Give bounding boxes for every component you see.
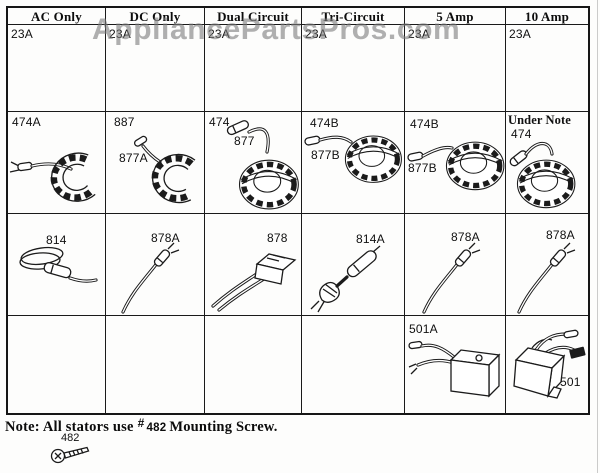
stator-arc-drawing — [9, 136, 105, 212]
cell-stator-tri-circuit: 474B 877B — [302, 112, 405, 214]
cell-lead-ac-only: 814 — [8, 214, 106, 316]
cell-stator-dc-only: 887 877A — [106, 112, 205, 214]
cell-regulator-tri-circuit — [302, 316, 405, 413]
coiled-lead-drawing — [19, 246, 98, 283]
screw-part-number: 482 — [61, 432, 80, 444]
column-header-tri-circuit: Tri-Circuit — [302, 8, 405, 25]
cell-flywheel-ac-only: 23A — [8, 25, 106, 112]
part-number: 814 — [46, 233, 67, 247]
lead-connector-drawing — [121, 241, 180, 314]
note-screw-number: 482 — [146, 422, 167, 434]
stator-arc-drawing — [133, 135, 204, 212]
column-header-5-amp: 5 Amp — [405, 8, 506, 25]
cell-stator-ac-only: 474A — [8, 112, 106, 214]
part-number: 23A — [109, 27, 131, 41]
header-label: 5 Amp — [436, 8, 474, 24]
cell-lead-tri-circuit: 814A — [302, 214, 405, 316]
part-number: 878A — [151, 231, 180, 245]
part-number: 878 — [267, 231, 288, 245]
cell-lead-dual-circuit: 878 — [205, 214, 302, 316]
part-number: 877B — [311, 148, 340, 162]
cell-lead-10-amp: 878A — [506, 214, 588, 316]
part-number: 474 — [209, 115, 230, 129]
part-number: 474 — [511, 127, 532, 141]
note-prefix: Note: All stators use — [5, 419, 134, 435]
mounting-screw-icon — [50, 446, 90, 464]
cell-flywheel-10-amp: 23A — [506, 25, 588, 112]
part-number: 501A — [409, 322, 438, 336]
column-header-dc-only: DC Only — [106, 8, 205, 25]
lead-plug-drawing — [211, 253, 297, 312]
part-number: 474B — [310, 116, 339, 130]
cell-regulator-ac-only — [8, 316, 106, 413]
part-number: 23A — [208, 27, 230, 41]
part-number: 474A — [12, 115, 41, 129]
part-number: 23A — [11, 27, 33, 41]
cell-flywheel-5-amp: 23A — [405, 25, 506, 112]
part-number: 887 — [114, 115, 135, 129]
part-number: 814A — [356, 232, 385, 246]
column-header-10-amp: 10 Amp — [506, 8, 588, 25]
part-number: 501 — [560, 375, 581, 389]
regulator-drawing — [513, 329, 586, 399]
lead-connector-drawing — [422, 241, 481, 314]
cell-lead-dc-only: 878A — [106, 214, 205, 316]
scan-artifact-line — [597, 0, 598, 473]
regulator-drawing — [408, 340, 501, 398]
lead-connector-drawing — [517, 241, 576, 314]
part-number: 878A — [451, 230, 480, 244]
header-label: DC Only — [129, 8, 181, 24]
cell-regulator-dual-circuit — [205, 316, 302, 413]
cell-lead-5-amp: 878A — [405, 214, 506, 316]
column-header-ac-only: AC Only — [8, 8, 106, 25]
cell-regulator-10-amp: 501 — [506, 316, 588, 413]
note-suffix: Mounting Screw. — [169, 419, 278, 435]
header-label: 10 Amp — [524, 8, 570, 24]
part-number: 877 — [234, 134, 255, 148]
cell-flywheel-tri-circuit: 23A — [302, 25, 405, 112]
cell-regulator-dc-only — [106, 316, 205, 413]
note-reference: Under Note — [508, 113, 571, 127]
part-number: 877B — [408, 161, 437, 175]
cell-stator-10-amp: Under Note 474 — [506, 112, 588, 214]
stator-ring-drawing — [226, 120, 302, 213]
part-number: 474B — [410, 117, 439, 131]
note-hash: # — [137, 416, 145, 430]
parts-table: AC Only DC Only Dual Circuit Tri-Circuit… — [6, 6, 590, 415]
stator-ring-drawing — [407, 130, 505, 212]
column-header-dual-circuit: Dual Circuit — [205, 8, 302, 25]
header-label: Tri-Circuit — [321, 8, 385, 24]
cell-stator-dual-circuit: 474 877 — [205, 112, 302, 214]
stator-ring-drawing — [509, 141, 586, 212]
stator-ring-drawing — [304, 124, 404, 212]
part-number: 23A — [408, 27, 430, 41]
footer-note: Note: All stators use #482 Mounting Screw. — [5, 416, 278, 436]
cell-flywheel-dual-circuit: 23A — [205, 25, 302, 112]
cell-regulator-5-amp: 501A — [405, 316, 506, 413]
header-label: AC Only — [31, 8, 82, 24]
cell-flywheel-dc-only: 23A — [106, 25, 205, 112]
part-number: 878A — [546, 228, 575, 242]
lead-sleeve-drawing — [310, 245, 381, 313]
part-number: 23A — [305, 27, 327, 41]
header-label: Dual Circuit — [217, 8, 289, 24]
part-number: 23A — [509, 27, 531, 41]
part-number: 877A — [119, 151, 148, 165]
cell-stator-5-amp: 474B 877B — [405, 112, 506, 214]
